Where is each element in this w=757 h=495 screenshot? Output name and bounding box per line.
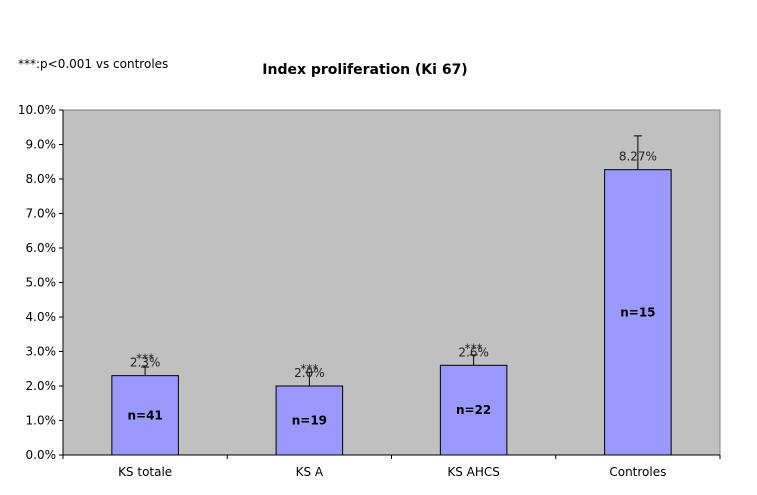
significance-note: ***:p<0.001 vs controles xyxy=(18,57,168,71)
y-tick-label: 1.0% xyxy=(26,414,57,428)
data-label: 2.3% xyxy=(130,356,161,370)
n-label: n=41 xyxy=(127,408,162,422)
bars xyxy=(111,135,672,456)
y-tick-label: 5.0% xyxy=(26,276,57,290)
y-tick-label: 10.0% xyxy=(18,103,56,117)
n-label: n=15 xyxy=(620,305,655,319)
y-tick-label: 6.0% xyxy=(26,241,57,255)
y-tick-label: 7.0% xyxy=(26,207,57,221)
data-label: 2.6% xyxy=(458,345,489,359)
bar xyxy=(604,169,672,456)
y-tick-label: 2.0% xyxy=(26,379,57,393)
x-tick-label: KS AHCS xyxy=(447,465,500,479)
bar-labels: 2.3%***n=412.0%***n=192.6%***n=228.27%n=… xyxy=(127,150,656,428)
n-label: n=22 xyxy=(456,403,491,417)
y-tick-label: 9.0% xyxy=(26,138,57,152)
x-tick-label: KS A xyxy=(296,465,324,479)
significance-marker: *** xyxy=(136,352,154,366)
x-tick-label: Controles xyxy=(609,465,666,479)
x-tick-label: KS totale xyxy=(118,465,172,479)
y-tick-label: 0.0% xyxy=(26,448,57,462)
significance-marker: *** xyxy=(465,341,483,355)
n-label: n=19 xyxy=(292,414,327,428)
bar xyxy=(275,385,344,456)
significance-marker: *** xyxy=(300,362,318,376)
chart-title: Index proliferation (Ki 67) xyxy=(262,62,467,78)
data-label: 8.27% xyxy=(619,150,657,164)
y-axis: 0.0% 1.0% 2.0% 3.0% 4.0% 5.0% 6.0% 7.0% 8.0% 9.0%… xyxy=(18,103,64,462)
y-tick-label: 3.0% xyxy=(26,345,57,359)
x-axis: KS totale KS A KS AHCS Controles xyxy=(62,454,721,479)
data-label: 2.0% xyxy=(294,366,325,380)
y-tick-label: 8.0% xyxy=(26,172,57,186)
y-tick-label: 4.0% xyxy=(26,310,57,324)
